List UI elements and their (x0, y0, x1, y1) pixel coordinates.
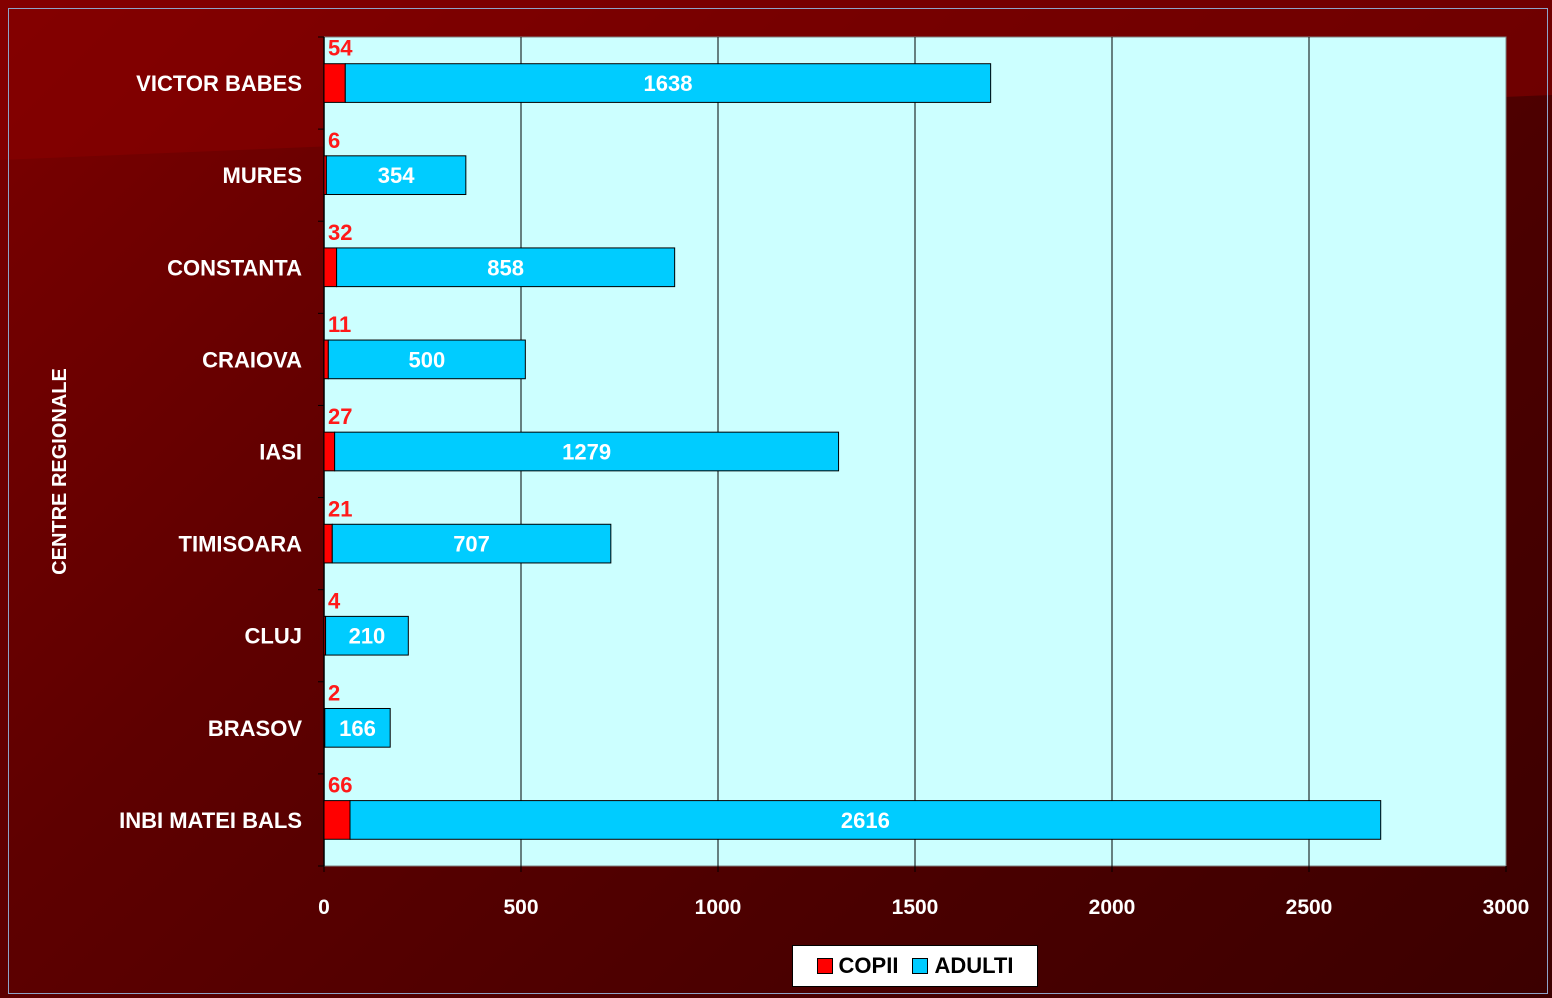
data-label-copii: 2 (328, 680, 340, 705)
data-label-copii: 11 (328, 312, 351, 337)
data-label-adulti: 354 (378, 163, 415, 188)
data-label-adulti: 707 (453, 532, 490, 557)
data-label-adulti: 2616 (841, 808, 890, 833)
category-label: CRAIOVA (202, 347, 302, 372)
category-label: CLUJ (245, 624, 302, 649)
bar-adulti (331, 523, 612, 564)
data-label-copii: 4 (328, 588, 341, 613)
data-label-adulti: 1638 (643, 71, 692, 96)
data-label-copii: 6 (328, 128, 340, 153)
bar-copii (323, 63, 346, 103)
legend-item: ADULTI (912, 953, 1013, 979)
y-axis-title: CENTRE REGIONALE (49, 368, 71, 575)
data-label-adulti: 1279 (562, 440, 611, 465)
category-label: MURES (223, 163, 302, 188)
data-label-adulti: 210 (349, 624, 386, 649)
data-label-adulti: 166 (339, 716, 376, 741)
category-label: VICTOR BABES (136, 71, 302, 96)
chart-legend: COPII ADULTI (792, 945, 1038, 987)
data-label-adulti: 500 (408, 347, 445, 372)
x-tick-label: 1500 (892, 896, 939, 919)
data-label-copii: 66 (328, 773, 352, 798)
legend-item: COPII (816, 953, 899, 979)
bar-copii (323, 523, 333, 564)
data-label-copii: 27 (328, 404, 352, 429)
bar-adulti (327, 339, 526, 380)
bar-copii (323, 431, 336, 472)
legend-swatch (816, 958, 833, 974)
bar-copii (323, 339, 329, 380)
category-label: TIMISOARA (179, 532, 303, 557)
bar-copii (323, 800, 351, 840)
category-label: BRASOV (208, 716, 302, 741)
data-label-copii: 21 (328, 496, 352, 521)
x-tick-label: 2500 (1286, 896, 1333, 919)
bar-adulti (334, 431, 840, 472)
data-label-copii: 32 (328, 220, 352, 245)
bar-adulti (325, 155, 467, 196)
x-tick-label: 0 (318, 896, 330, 919)
bar-adulti (349, 800, 1382, 840)
legend-label: COPII (838, 953, 899, 978)
x-tick-label: 1000 (695, 896, 742, 919)
category-label: INBI MATEI BALS (119, 808, 302, 833)
x-tick-label: 3000 (1483, 896, 1530, 919)
data-label-adulti: 858 (487, 255, 524, 280)
x-tick-label: 2000 (1089, 896, 1136, 919)
bar-adulti (324, 707, 391, 748)
bar-copii (323, 247, 338, 288)
data-label-copii: 54 (328, 36, 353, 61)
bar-adulti (336, 247, 676, 288)
bar-adulti (344, 63, 992, 103)
category-label: CONSTANTA (167, 255, 302, 280)
legend-swatch (912, 958, 929, 974)
bar-adulti (325, 615, 409, 656)
category-label: IASI (259, 440, 302, 465)
x-tick-label: 500 (503, 896, 538, 919)
legend-label: ADULTI (934, 953, 1014, 978)
